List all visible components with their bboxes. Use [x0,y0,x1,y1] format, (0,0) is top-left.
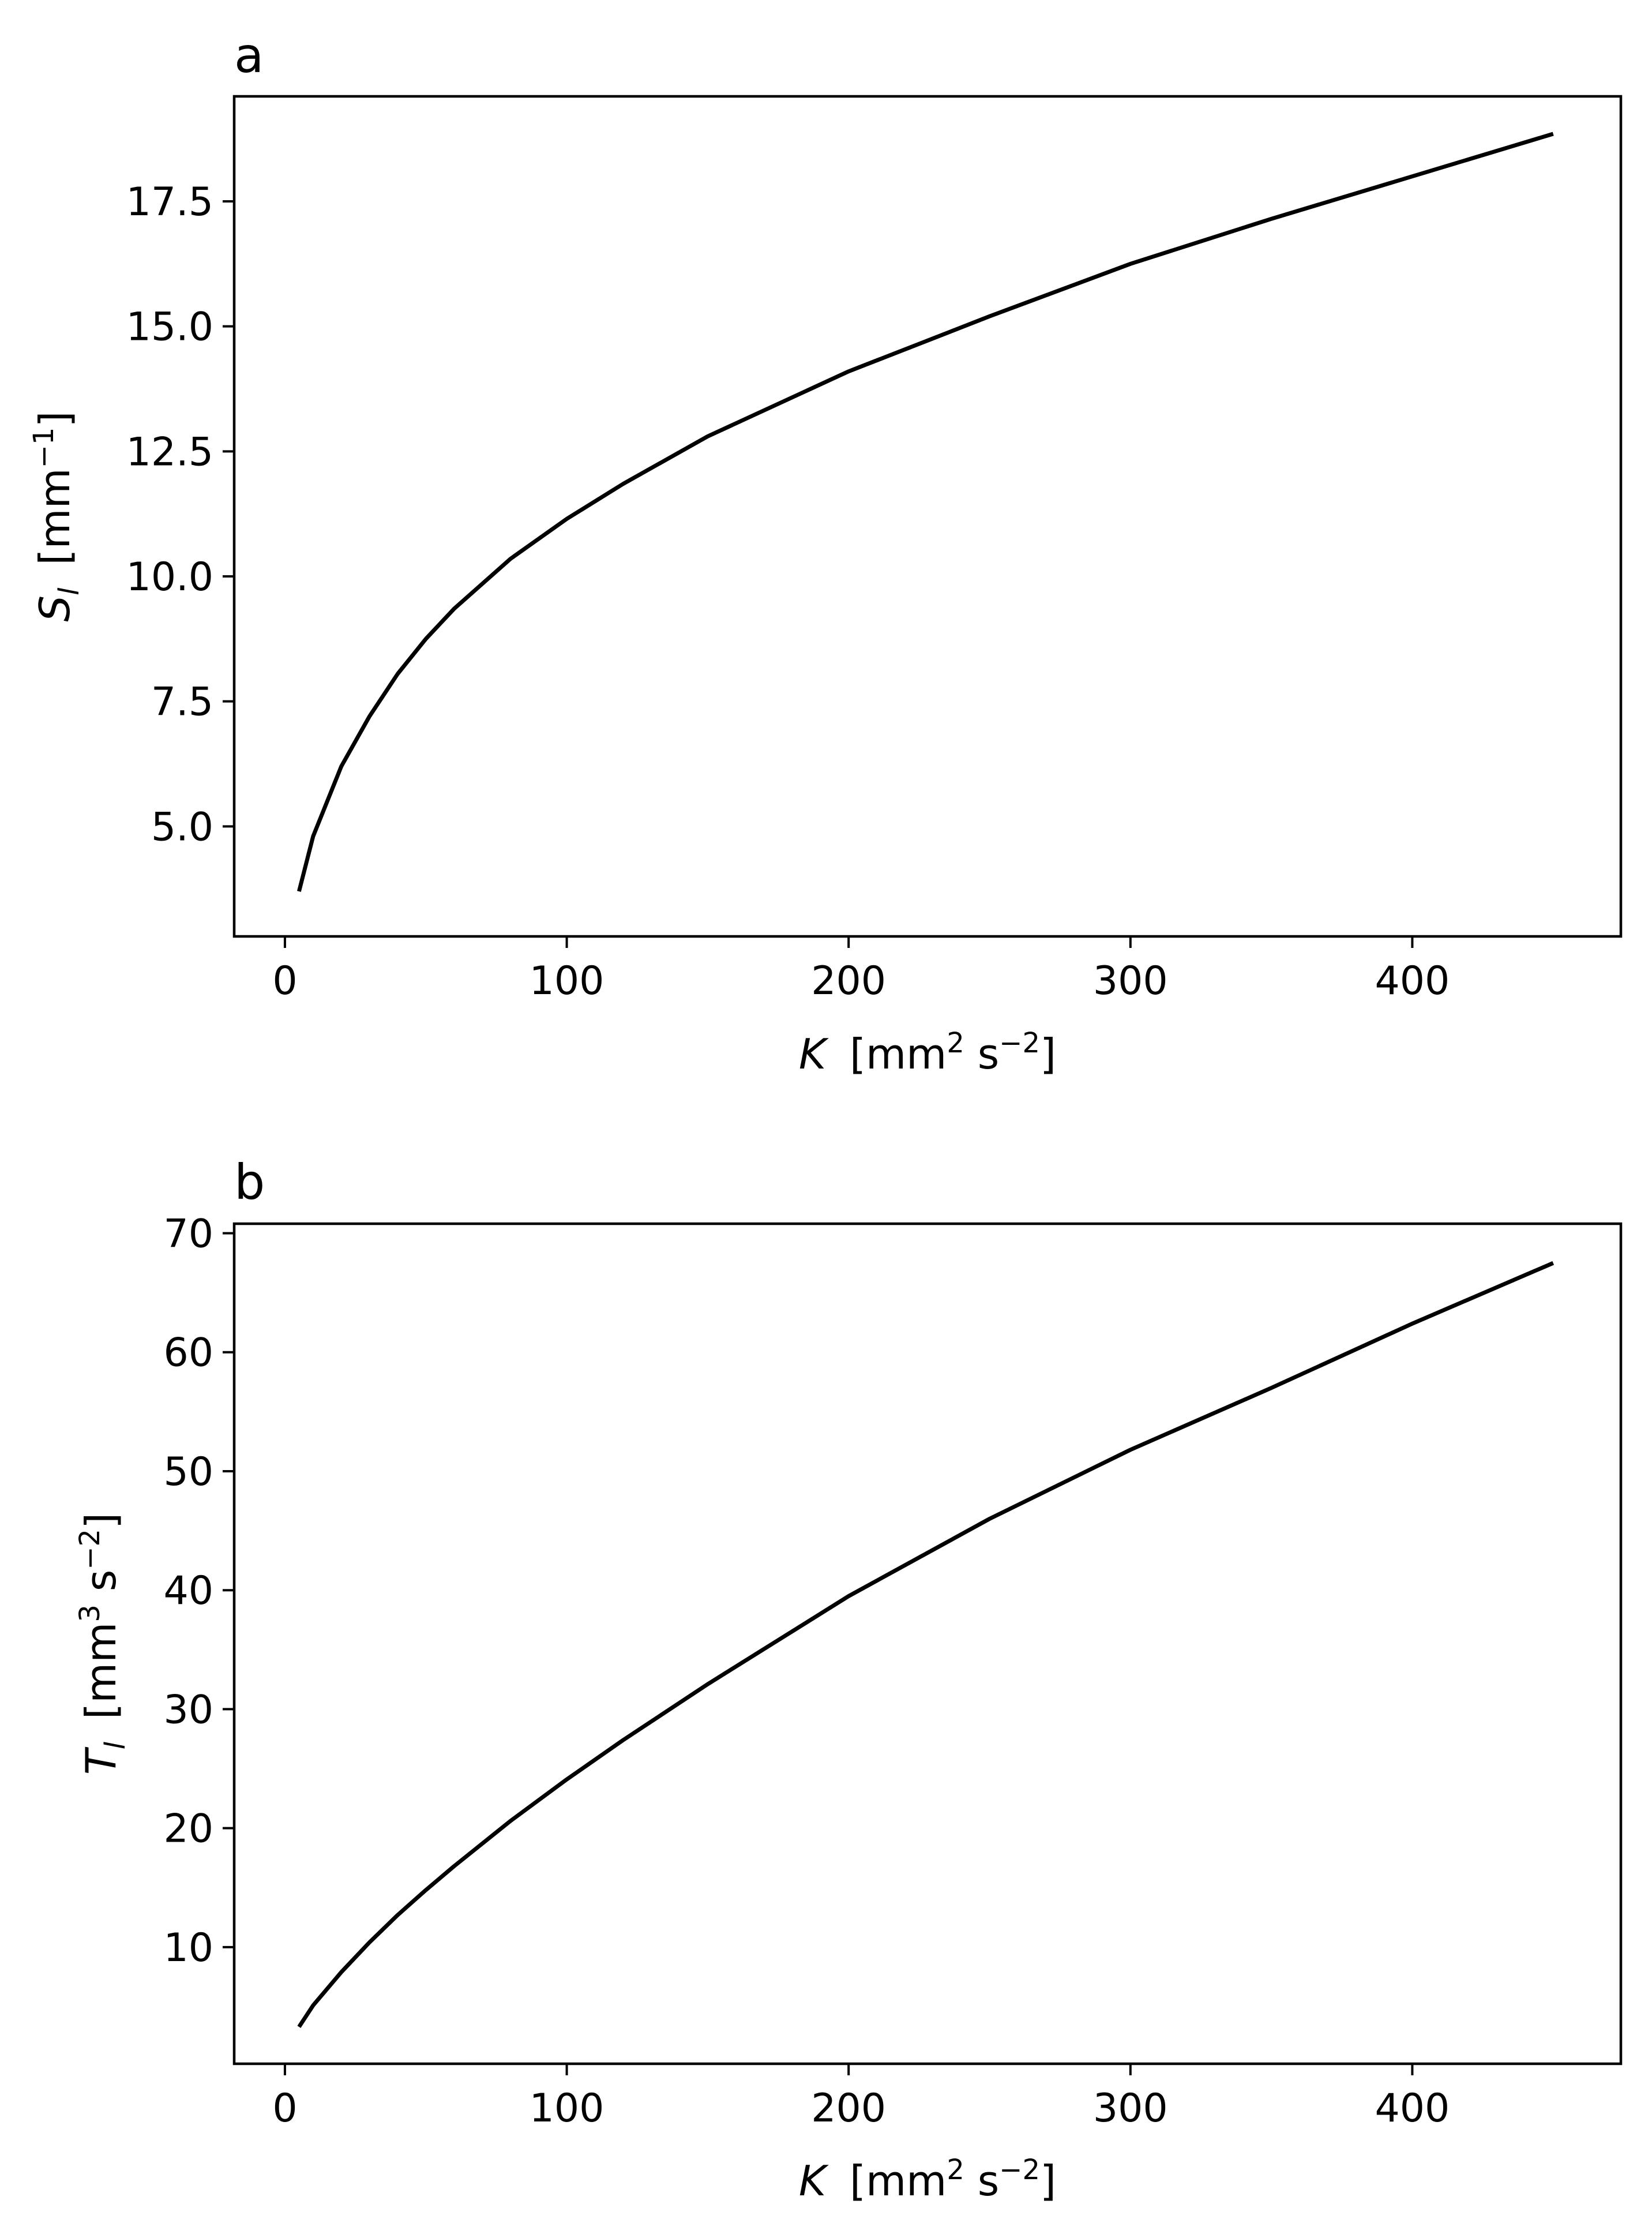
panel-a-y-symbol-sub: l [53,587,85,595]
panel-a-x-ticks: 0 100 200 300 400 [272,936,1450,1004]
panel-b-y-unit-exp1: 3 [74,1605,106,1622]
panel-b-x-axis-label: K [mm2 s−2] [799,2154,1056,2205]
panel-a-x-tick-label: 300 [1093,958,1168,1004]
panel-b-y-unit-mid: s [77,1570,125,1605]
panel-b-letter: b [234,1154,265,1210]
panel-a-y-tick-label: 5.0 [151,804,213,850]
panel-a-plot-frame [232,95,1623,938]
panel-a-x-unit-exp2: −2 [999,1027,1040,1059]
panel-b-y-ticks: 10 20 30 40 50 60 70 [163,1211,234,1971]
panel-b-y-unit: [mm [77,1622,125,1719]
panel-a-y-tick-label: 17.5 [126,179,213,225]
panel-a-y-axis-label: Sl [mm−1] [28,411,88,621]
panel-a-y-tick-label: 12.5 [126,429,213,475]
panel-a-y-unit-end: ] [31,411,79,427]
panel-b-x-tick-label: 300 [1093,2086,1168,2131]
panel-b-x-tick-label: 100 [530,2086,605,2131]
panel-b-y-tick-label: 50 [163,1449,213,1495]
panel-b-x-unit: [mm [850,2157,947,2205]
panel-b-x-unit-mid: s [964,2157,999,2205]
panel-b-x-symbol: K [799,2157,829,2205]
panel-b-series-line [297,1261,1555,2029]
panel-b-y-unit-end: ] [77,1513,125,1529]
panel-b-x-ticks: 0 100 200 300 400 [272,2064,1450,2131]
panel-a-series-line [297,132,1554,892]
panel-a-x-unit-exp1: 2 [947,1027,964,1059]
panel-a-y-tick-label: 7.5 [151,680,213,725]
panel-b-y-tick-label: 20 [163,1806,213,1852]
panel-a-y-tick-label: 15.0 [126,305,213,350]
panel-a-y-tick-label: 10.0 [126,554,213,600]
panel-b-x-unit-end: ] [1040,2157,1056,2205]
panel-b-x-tick-label: 200 [811,2086,886,2131]
panel-a-x-unit: [mm [850,1030,947,1078]
panel-b-y-symbol: T [77,1746,125,1775]
panel-b-y-tick-label: 40 [163,1568,213,1614]
panel-b-y-tick-label: 70 [163,1211,213,1257]
panel-a-y-unit: [mm [31,468,79,565]
panel-b-x-tick-label: 0 [272,2086,297,2131]
panel-b-y-tick-label: 60 [163,1330,213,1376]
panel-a-x-axis-label: K [mm2 s−2] [799,1027,1056,1078]
panel-a-x-symbol: K [799,1030,829,1078]
panel-b-x-tick-label: 400 [1375,2086,1450,2131]
panel-a: a 0 100 200 300 400 5.0 7.5 10.0 12.5 15.0 17.5 K… [28,27,1623,1078]
panel-a-y-unit-exp: −1 [28,428,60,468]
panel-a-y-ticks: 5.0 7.5 10.0 12.5 15.0 17.5 [126,179,234,850]
panel-b-y-tick-label: 30 [163,1687,213,1733]
panel-a-x-tick-label: 200 [811,958,886,1004]
panel-a-x-unit-mid: s [964,1030,999,1078]
panel-a-x-tick-label: 100 [530,958,605,1004]
panel-a-y-symbol: S [31,595,79,622]
panel-b-y-axis-label: Tl [mm3 s−2] [74,1513,134,1775]
panel-a-x-unit-end: ] [1040,1030,1056,1078]
panel-a-x-tick-label: 0 [272,958,297,1004]
panel-b-plot-frame [232,1222,1623,2065]
panel-b-x-unit-exp1: 2 [947,2154,964,2186]
panel-b-x-unit-exp2: −2 [999,2154,1040,2186]
panel-b-y-tick-label: 10 [163,1925,213,1971]
panel-a-letter: a [234,27,264,84]
panel-a-x-tick-label: 400 [1375,958,1450,1004]
panel-b-y-symbol-sub: l [99,1741,132,1749]
panel-b-y-unit-exp2: −2 [74,1529,106,1570]
